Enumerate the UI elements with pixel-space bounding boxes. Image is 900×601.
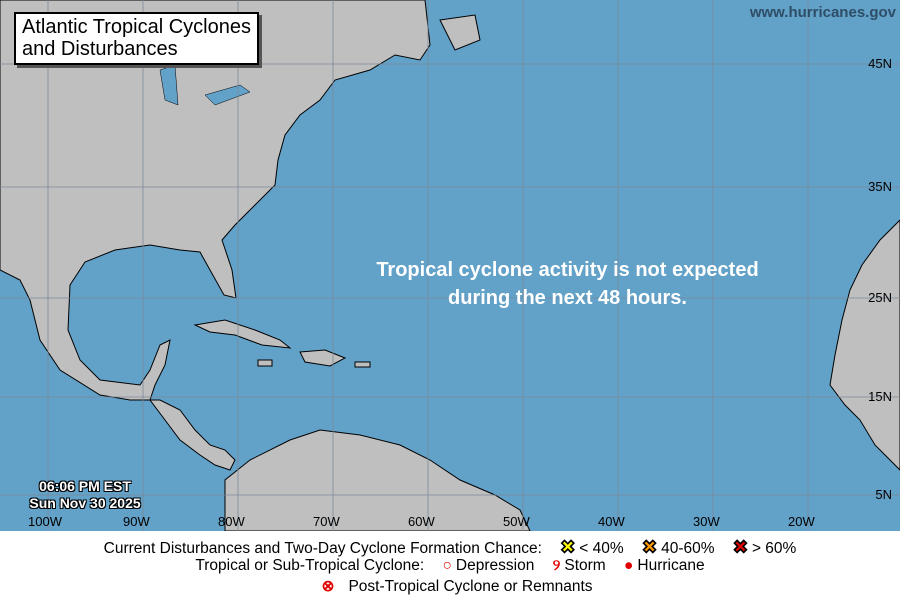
map[interactable]: Atlantic Tropical Cyclones and Disturban…	[0, 0, 900, 531]
north-america	[0, 0, 431, 471]
latitude-label: 45N	[868, 56, 892, 71]
land	[0, 0, 900, 531]
low-chance-x-icon: ✖	[560, 537, 576, 558]
latitude-label: 35N	[868, 179, 892, 194]
medium-chance-x-icon: ✖	[641, 537, 658, 558]
latitude-label: 5N	[875, 487, 892, 502]
latitude-label: 25N	[868, 290, 892, 305]
south-america	[224, 429, 531, 531]
puerto-rico	[354, 361, 371, 368]
longitude-label: 70W	[313, 514, 340, 529]
map-canvas	[0, 0, 900, 531]
site-link[interactable]: www.hurricanes.gov	[749, 4, 896, 21]
storm-icon: ୨	[552, 557, 561, 574]
latitude-label: 15N	[868, 389, 892, 404]
newfoundland	[439, 14, 481, 51]
hispaniola	[299, 349, 347, 367]
high-chance-x-icon: ✖	[732, 537, 748, 558]
lakes	[159, 64, 251, 106]
longitude-label: 20W	[788, 514, 815, 529]
longitude-label: 30W	[693, 514, 720, 529]
longitude-label: 80W	[218, 514, 245, 529]
africa	[829, 219, 900, 471]
timestamp: 06:06 PM EST Sun Nov 30 2025	[29, 478, 141, 511]
longitude-label: 90W	[123, 514, 150, 529]
outlook-message: Tropical cyclone activity is not expecte…	[376, 259, 759, 309]
longitude-label: 100W	[28, 514, 62, 529]
longitude-label: 60W	[408, 514, 435, 529]
cuba	[193, 319, 292, 349]
depression-icon: ○	[442, 557, 452, 574]
longitude-label: 40W	[598, 514, 625, 529]
hurricane-icon: ●	[624, 557, 634, 574]
post-tropical-icon: ⊗	[321, 578, 335, 595]
legend: Current Disturbances and Two-Day Cyclone…	[0, 531, 900, 601]
longitude-label: 50W	[503, 514, 530, 529]
map-title: Atlantic Tropical Cyclones and Disturban…	[14, 12, 259, 65]
jamaica	[257, 359, 273, 367]
